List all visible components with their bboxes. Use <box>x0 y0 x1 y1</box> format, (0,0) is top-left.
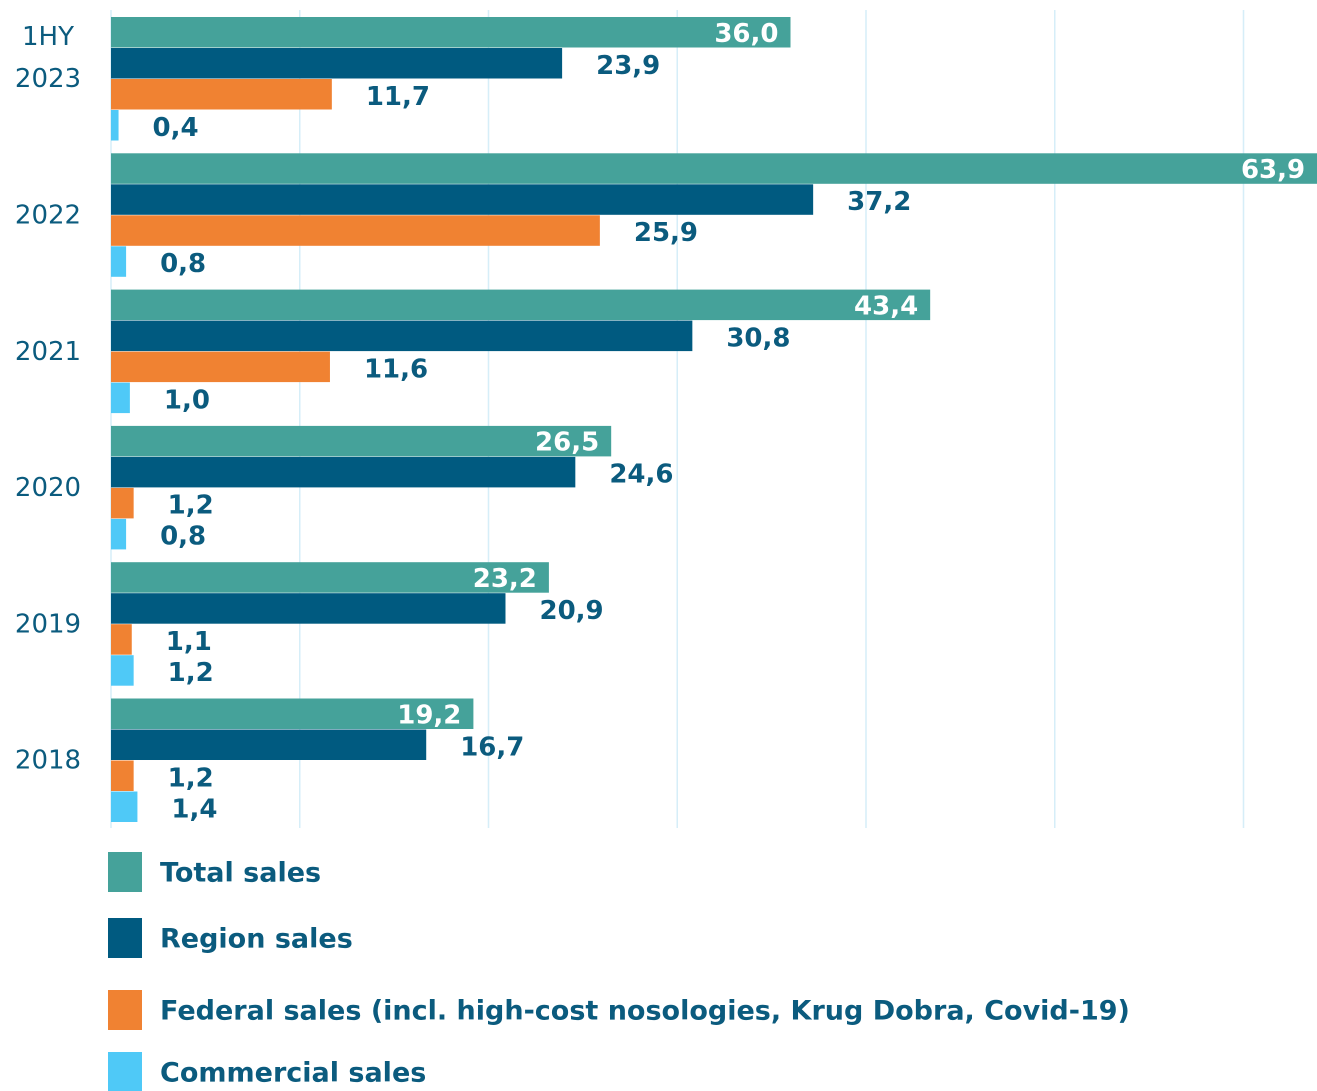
value-label: 30,8 <box>726 323 790 353</box>
bar <box>111 593 506 624</box>
category-label: 1HY 2023 <box>15 22 81 94</box>
value-label: 0,8 <box>160 522 206 552</box>
bar <box>111 110 119 141</box>
legend-label: Federal sales (incl. high-cost nosologie… <box>160 996 1130 1027</box>
legend-swatch <box>108 1052 142 1091</box>
value-label: 1,1 <box>166 627 212 657</box>
value-label: 1,2 <box>168 491 214 521</box>
value-label: 23,2 <box>473 564 537 594</box>
value-label: 1,2 <box>168 763 214 793</box>
bar <box>111 382 130 414</box>
bar <box>111 79 332 110</box>
category-label: 2021 <box>15 336 81 366</box>
bar <box>111 48 563 79</box>
value-label: 63,9 <box>1241 155 1305 185</box>
legend-swatch <box>108 852 142 892</box>
bar <box>111 425 612 457</box>
value-label: 1,4 <box>171 794 217 824</box>
value-label: 20,9 <box>539 596 603 626</box>
legend-swatch <box>108 918 142 958</box>
legend-swatch <box>108 990 142 1030</box>
bar <box>111 655 134 686</box>
value-label: 37,2 <box>847 187 911 217</box>
bar <box>111 760 134 791</box>
category-label: 2022 <box>15 200 81 230</box>
category-label: 2019 <box>15 609 81 639</box>
value-label: 23,9 <box>596 51 660 81</box>
bar <box>111 791 138 822</box>
value-label: 24,6 <box>609 460 673 490</box>
value-label: 26,5 <box>535 428 599 458</box>
value-label: 1,0 <box>164 385 210 415</box>
value-label: 19,2 <box>397 700 461 730</box>
bar <box>111 698 474 729</box>
legend-label: Total sales <box>160 858 321 889</box>
value-label: 16,7 <box>460 732 524 762</box>
bar <box>111 487 134 519</box>
bar <box>111 351 330 383</box>
bar <box>111 184 814 215</box>
bar <box>111 153 1317 184</box>
value-label: 0,8 <box>160 249 206 279</box>
category-label: 2018 <box>15 745 81 775</box>
bar <box>111 518 127 550</box>
value-label: 1,2 <box>168 658 214 688</box>
bar <box>111 17 791 48</box>
bar <box>111 624 132 655</box>
category-label: 2020 <box>15 473 81 503</box>
bar <box>111 456 576 488</box>
value-label: 11,7 <box>366 82 430 112</box>
bar <box>111 729 427 760</box>
value-label: 36,0 <box>714 19 778 49</box>
bar <box>111 246 127 277</box>
value-label: 11,6 <box>364 354 428 384</box>
legend-label: Commercial sales <box>160 1058 426 1089</box>
legend-label: Region sales <box>160 924 353 955</box>
bar <box>111 320 693 352</box>
value-label: 25,9 <box>634 218 698 248</box>
bar <box>111 562 549 593</box>
bar <box>111 215 600 246</box>
value-label: 0,4 <box>153 113 199 143</box>
bar <box>111 289 931 321</box>
value-label: 43,4 <box>854 291 918 321</box>
